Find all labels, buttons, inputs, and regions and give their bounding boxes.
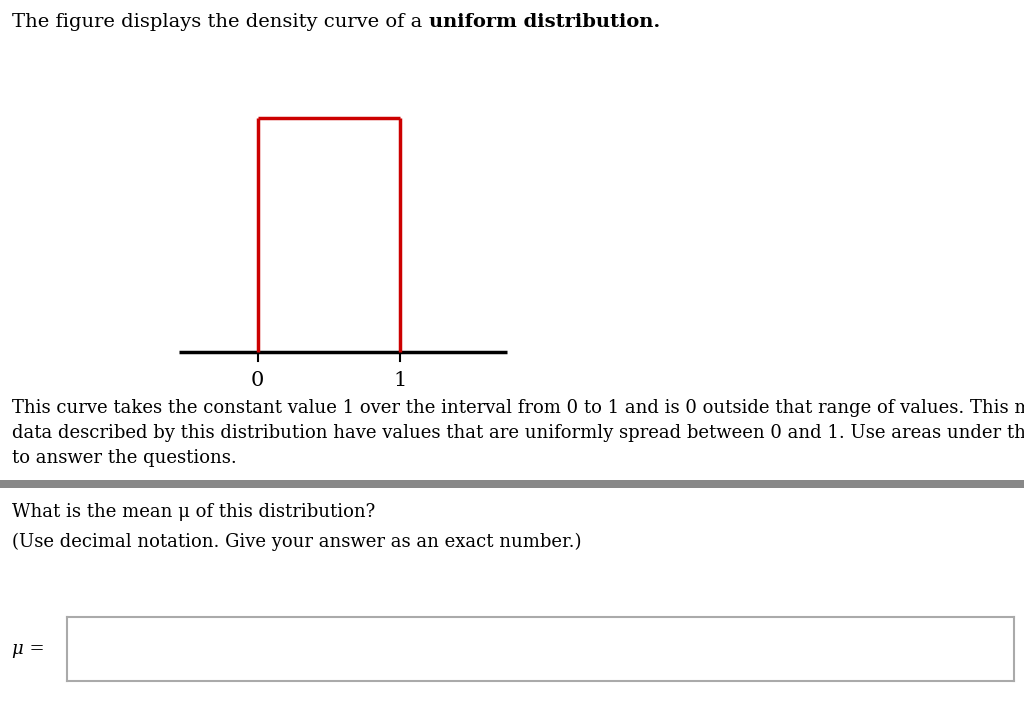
Text: 0: 0 (251, 371, 264, 390)
Text: uniform distribution.: uniform distribution. (429, 14, 660, 31)
Text: (Use decimal notation. Give your answer as an exact number.): (Use decimal notation. Give your answer … (12, 533, 582, 551)
Text: The figure displays the density curve of a: The figure displays the density curve of… (12, 14, 429, 31)
Text: μ =: μ = (12, 640, 45, 658)
Text: to answer the questions.: to answer the questions. (12, 449, 237, 467)
Text: 1: 1 (393, 371, 407, 390)
Text: This curve takes the constant value 1 over the interval from 0 to 1 and is 0 out: This curve takes the constant value 1 ov… (12, 399, 1024, 417)
Text: data described by this distribution have values that are uniformly spread betwee: data described by this distribution have… (12, 424, 1024, 442)
Text: What is the mean μ of this distribution?: What is the mean μ of this distribution? (12, 503, 376, 520)
